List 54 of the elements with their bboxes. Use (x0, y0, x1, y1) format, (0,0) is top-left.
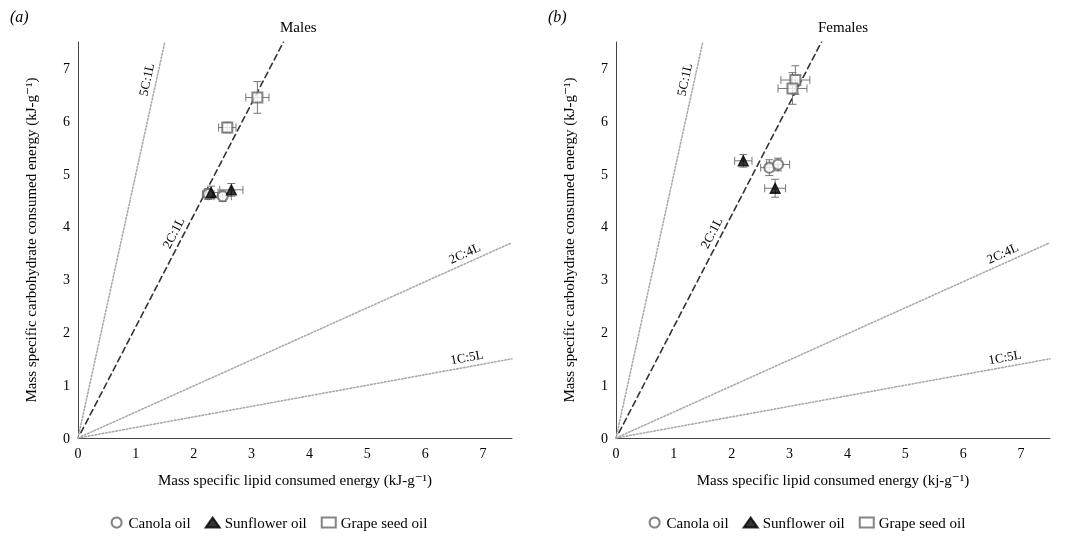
x-tick-label: 6 (421, 445, 429, 461)
legend-label: Sunflower oil (762, 514, 845, 531)
text: 2C:1L (696, 214, 726, 251)
y-tick-label: 3 (63, 272, 70, 288)
text: (b) (548, 7, 567, 26)
x-tick-label: 1 (132, 445, 140, 461)
x-tick-label: 3 (248, 445, 256, 461)
y-tick-label: 5 (601, 166, 608, 182)
legend-label: Grape seed oil (340, 514, 428, 531)
x-tick-label: 2 (190, 445, 198, 461)
x-tick-label: 4 (843, 445, 851, 461)
legend-label: Grape seed oil (878, 514, 966, 531)
chart-title: Females (818, 18, 869, 35)
x-tick-label: 0 (612, 445, 620, 461)
y-axis-title: Mass specific carbohydrate consumed energy (kJ-g⁻¹) (560, 77, 578, 403)
text: 1C:5L (449, 346, 485, 368)
legend-label: Canola oil (128, 514, 191, 531)
x-axis-title: Mass specific lipid consumed energy (kJ-g⁻¹) (157, 471, 433, 489)
x-tick-label: 7 (1017, 445, 1025, 461)
y-tick-label: 2 (63, 324, 70, 340)
y-tick-label: 4 (601, 219, 608, 235)
y-tick-label: 0 (601, 430, 608, 446)
chart-title: Males (280, 18, 317, 35)
x-axis-title: Mass specific lipid consumed energy (kj-g⁻¹) (696, 471, 970, 489)
x-tick-label: 5 (901, 445, 909, 461)
y-tick-label: 6 (601, 113, 608, 129)
x-tick-label: 2 (728, 445, 736, 461)
y-tick-label: 5 (63, 166, 70, 182)
legend-label: Canola oil (666, 514, 729, 531)
text: 5C:1L (135, 61, 158, 98)
text: 2C:4L (984, 239, 1021, 267)
x-tick-label: 1 (670, 445, 678, 461)
legend-label: Sunflower oil (224, 514, 307, 531)
x-tick-label: 6 (959, 445, 967, 461)
y-axis-title: Mass specific carbohydrate consumed energy (kJ-g⁻¹) (22, 77, 40, 403)
x-tick-label: 3 (786, 445, 794, 461)
y-tick-label: 7 (63, 60, 70, 76)
y-tick-label: 0 (63, 430, 70, 446)
text: (a) (10, 7, 29, 26)
y-tick-label: 3 (601, 272, 608, 288)
x-tick-label: 5 (363, 445, 371, 461)
y-tick-label: 2 (601, 324, 608, 340)
x-tick-label: 7 (479, 445, 487, 461)
text: 2C:4L (446, 239, 483, 267)
text: 5C:1L (673, 61, 696, 98)
y-tick-label: 4 (63, 219, 70, 235)
text: 1C:5L (987, 346, 1023, 368)
x-tick-label: 0 (74, 445, 82, 461)
y-tick-label: 7 (601, 60, 608, 76)
x-tick-label: 4 (305, 445, 313, 461)
y-tick-label: 1 (63, 377, 70, 393)
y-tick-label: 6 (63, 113, 70, 129)
text: 2C:1L (158, 214, 188, 251)
y-tick-label: 1 (601, 377, 608, 393)
